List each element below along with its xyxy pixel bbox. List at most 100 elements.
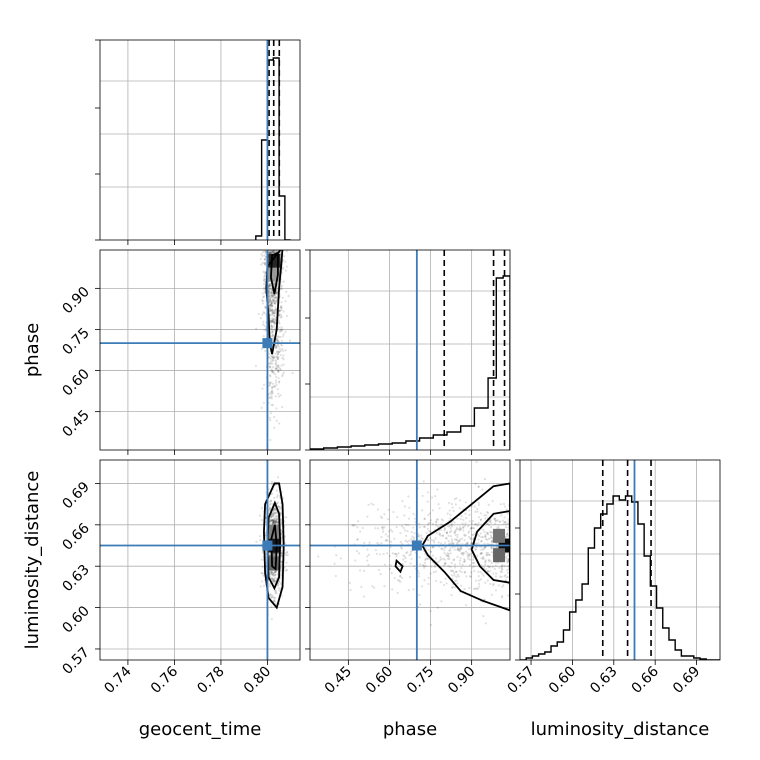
scatter-point <box>432 539 435 542</box>
scatter-point <box>482 548 485 551</box>
scatter-point <box>278 330 281 333</box>
scatter-point <box>447 555 451 558</box>
scatter-point <box>425 531 428 535</box>
scatter-point <box>273 508 276 511</box>
scatter-point <box>274 296 277 299</box>
scatter-point <box>460 547 463 550</box>
scatter-point <box>275 356 278 359</box>
scatter-point <box>367 563 370 566</box>
scatter-point <box>351 524 354 527</box>
scatter-point <box>482 528 485 531</box>
scatter-point <box>399 580 402 583</box>
scatter-point <box>271 320 274 323</box>
y-tick-label: 0.69 <box>59 479 92 512</box>
scatter-point <box>457 539 460 542</box>
scatter-point <box>261 251 265 254</box>
scatter-point <box>280 520 283 523</box>
scatter-point <box>269 309 272 312</box>
scatter-point <box>274 302 277 305</box>
contour-line <box>394 558 404 574</box>
scatter-point <box>505 533 509 536</box>
scatter-point <box>371 585 374 588</box>
scatter-point <box>484 561 487 564</box>
scatter-point <box>450 541 453 545</box>
scatter-point <box>274 522 277 525</box>
scatter-point <box>423 561 427 564</box>
scatter-point <box>482 555 485 558</box>
scatter-point <box>502 584 505 587</box>
scatter-point <box>374 526 377 530</box>
scatter-point <box>482 574 485 577</box>
scatter-point <box>479 518 482 521</box>
scatter-point <box>271 382 275 385</box>
scatter-point <box>505 533 509 536</box>
scatter-point <box>480 548 483 551</box>
scatter-point <box>470 522 474 525</box>
scatter-point <box>490 546 493 549</box>
scatter-point <box>494 575 498 578</box>
scatter-point <box>269 392 272 395</box>
scatter-point <box>274 395 277 398</box>
scatter-point <box>280 513 283 516</box>
scatter-point <box>477 485 480 488</box>
scatter-point <box>261 254 264 258</box>
scatter-point <box>451 569 454 572</box>
scatter-point <box>429 521 432 525</box>
scatter-point <box>481 488 484 491</box>
scatter-point <box>268 304 272 307</box>
scatter-point <box>276 339 279 342</box>
scatter-point <box>486 532 489 535</box>
contour-line <box>270 251 279 295</box>
scatter-point <box>276 335 279 338</box>
scatter-point <box>268 356 271 359</box>
scatter-point <box>269 575 272 578</box>
scatter-point <box>285 561 288 564</box>
scatter-point <box>273 513 276 516</box>
panel-luminosity_distance-hist <box>519 459 721 661</box>
scatter-point <box>458 529 461 532</box>
scatter-point <box>279 512 282 515</box>
scatter-point <box>273 596 276 600</box>
scatter-point <box>446 552 449 555</box>
scatter-point <box>444 545 447 549</box>
scatter-point <box>467 547 470 551</box>
scatter-point <box>455 538 458 541</box>
scatter-point <box>277 340 280 343</box>
scatter-point <box>273 302 276 305</box>
scatter-point <box>281 373 284 376</box>
scatter-point <box>271 573 275 576</box>
scatter-point <box>275 364 278 368</box>
scatter-point <box>317 555 320 558</box>
x-tick-label: 0.60 <box>363 664 396 697</box>
scatter-point <box>282 310 285 313</box>
scatter-point <box>271 250 274 254</box>
scatter-point <box>410 531 413 534</box>
scatter-point <box>420 536 423 540</box>
scatter-point <box>409 553 412 556</box>
scatter-point <box>264 250 267 253</box>
scatter-point <box>272 571 275 574</box>
scatter-point <box>273 554 276 557</box>
scatter-point <box>271 304 274 308</box>
scatter-point <box>461 563 464 567</box>
scatter-point <box>271 299 274 302</box>
scatter-point <box>507 522 510 525</box>
scatter-point <box>429 609 432 613</box>
scatter-point <box>485 522 488 526</box>
scatter-point <box>269 412 272 415</box>
scatter-point <box>418 522 421 525</box>
scatter-point <box>404 539 407 542</box>
scatter-point <box>447 534 450 537</box>
scatter-point <box>268 352 271 356</box>
scatter-point <box>460 552 463 555</box>
scatter-point <box>361 526 364 530</box>
scatter-point <box>507 594 510 597</box>
scatter-point <box>277 395 281 398</box>
scatter-point <box>472 587 476 591</box>
scatter-point <box>403 505 406 508</box>
scatter-point <box>427 514 430 517</box>
scatter-point <box>494 589 498 592</box>
scatter-point <box>433 565 437 568</box>
panel-plot-area <box>310 250 510 450</box>
scatter-point <box>468 554 471 558</box>
